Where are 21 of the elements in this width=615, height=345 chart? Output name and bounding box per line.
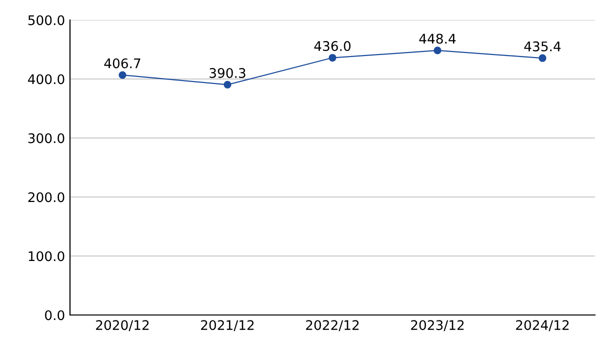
y-tick-label: 400.0 bbox=[28, 74, 64, 84]
x-tick-label: 2024/12 bbox=[516, 320, 569, 332]
y-tick-label: 100.0 bbox=[28, 251, 64, 262]
y-tick-label: 0.0 bbox=[45, 310, 64, 320]
point bbox=[538, 54, 546, 62]
text: 448.4 bbox=[419, 34, 456, 44]
text: 436.0 bbox=[314, 41, 351, 52]
text: 406.7 bbox=[104, 58, 140, 68]
y-tick-label: 500.0 bbox=[28, 15, 64, 26]
x-tick-label: 2023/12 bbox=[411, 320, 464, 332]
point bbox=[434, 46, 442, 54]
text: 390.3 bbox=[210, 68, 246, 78]
text: 435.4 bbox=[524, 41, 561, 52]
point bbox=[224, 80, 232, 89]
x-tick-label: 2022/12 bbox=[306, 320, 359, 332]
y-tick-label: 300.0 bbox=[28, 133, 64, 144]
point bbox=[118, 71, 126, 79]
point bbox=[328, 54, 336, 62]
x-tick-label: 2021/12 bbox=[201, 320, 254, 332]
x-tick-label: 2020/12 bbox=[96, 320, 149, 332]
y-tick-label: 200.0 bbox=[28, 192, 64, 202]
